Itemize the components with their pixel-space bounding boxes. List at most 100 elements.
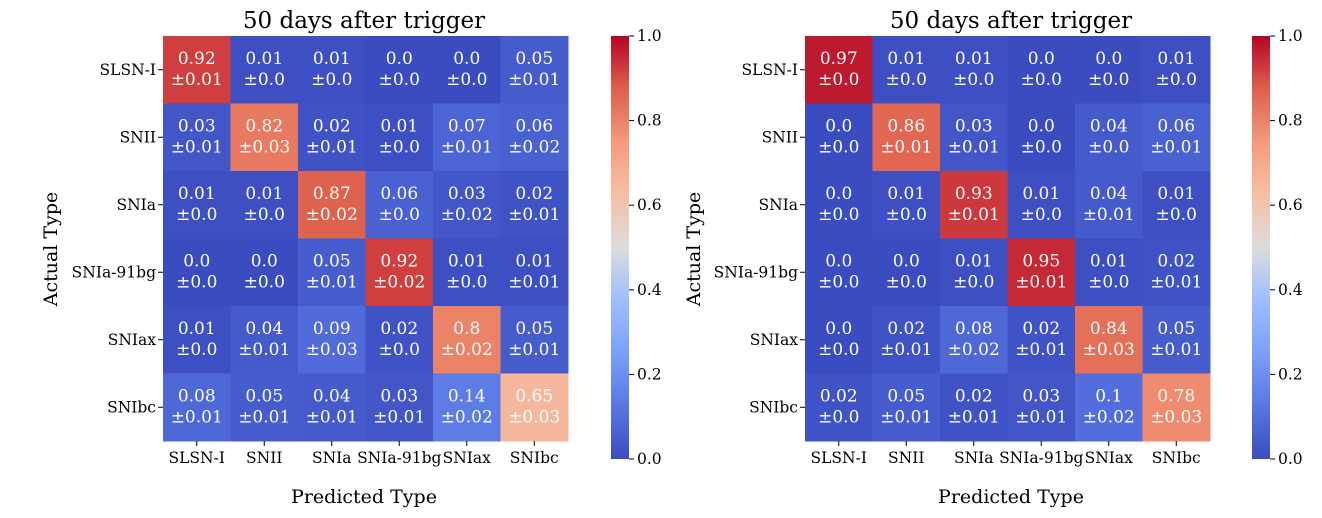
cell-value-label: 0.0 [1028, 116, 1055, 136]
cell-error-label: ±0.0 [818, 137, 859, 157]
cell-value-label: 0.01 [1090, 251, 1128, 271]
x-axis-label: Predicted Type [938, 486, 1084, 508]
heatmap-cell: 0.01±0.01 [500, 238, 569, 307]
cell-rect [433, 171, 501, 239]
cell-rect [805, 373, 873, 442]
heatmap-cell: 0.05±0.01 [298, 238, 366, 307]
heatmap-cell: 0.02±0.0 [805, 373, 873, 442]
heatmap-cell: 0.03±0.01 [940, 103, 1008, 172]
cell-error-label: ±0.0 [953, 272, 994, 292]
heatmap-cell: 0.0±0.0 [365, 36, 434, 104]
cell-error-label: ±0.01 [880, 340, 932, 360]
cell-error-label: ±0.02 [441, 340, 493, 360]
cell-error-label: ±0.03 [238, 137, 290, 157]
heatmap-cell: 0.03±0.01 [163, 103, 231, 172]
heatmap-cell: 0.01±0.0 [433, 238, 501, 307]
y-tick-labels: SLSN-I SNII SNIa SNIa-91bg SNIax SNIbc [714, 61, 805, 416]
y-tick-label: SNIbc [107, 398, 156, 416]
x-tick-label: SNIax [1085, 449, 1134, 467]
heatmap-cell: 0.01±0.0 [872, 171, 941, 239]
y-tick-label: SNIa-91bg [714, 263, 798, 281]
cell-rect [433, 373, 501, 442]
cell-value-label: 0.08 [178, 386, 216, 406]
cell-value-label: 0.0 [825, 184, 852, 204]
heatmap-cell: 0.01±0.0 [872, 36, 941, 104]
cell-error-label: ±0.03 [508, 407, 560, 427]
y-tick-label: SNIa-91bg [72, 263, 156, 281]
colorbar-tick-label: 0.2 [637, 365, 662, 383]
cell-error-label: ±0.03 [306, 340, 358, 360]
heatmap-cell: 0.0±0.0 [805, 103, 873, 172]
cell-value-label: 0.05 [1157, 319, 1195, 339]
cell-error-label: ±0.02 [306, 205, 358, 225]
heatmap-cell: 0.01±0.0 [1007, 171, 1076, 239]
colorbar-tick-label: 0.0 [637, 450, 662, 468]
cell-rect [872, 171, 941, 239]
heatmap-cell: 0.04±0.01 [298, 373, 366, 442]
cell-error-label: ±0.0 [446, 70, 487, 90]
cell-rect [940, 306, 1008, 374]
cell-rect [433, 238, 501, 307]
cell-value-label: 0.02 [313, 116, 351, 136]
heatmap-cell: 0.01±0.0 [940, 238, 1008, 307]
cell-value-label: 0.05 [515, 319, 553, 339]
heatmap-cell: 0.1±0.02 [1075, 373, 1143, 442]
cell-value-label: 0.84 [1090, 319, 1128, 339]
cell-value-label: 0.01 [955, 49, 993, 69]
x-tick-label: SLSN-I [169, 449, 225, 467]
x-tick-label: SNIa [954, 449, 994, 467]
cell-value-label: 0.01 [955, 251, 993, 271]
x-tick-labels: SLSN-I SNII SNIa SNIa-91bg SNIax SNIbc [169, 441, 559, 467]
cell-error-label: ±0.02 [441, 407, 493, 427]
cell-rect [1007, 103, 1076, 172]
cell-value-label: 0.01 [1157, 184, 1195, 204]
cell-rect [805, 171, 873, 239]
cell-rect [1075, 373, 1143, 442]
heatmap-cell: 0.0±0.0 [1007, 36, 1076, 104]
heatmap-cell: 0.01±0.0 [365, 103, 434, 172]
cell-rect [163, 103, 231, 172]
cell-error-label: ±0.0 [886, 272, 927, 292]
heatmap-cell: 0.07±0.01 [433, 103, 501, 172]
cell-value-label: 0.01 [887, 49, 925, 69]
cell-error-label: ±0.0 [818, 70, 859, 90]
heatmap-cell: 0.02±0.01 [500, 171, 569, 239]
cell-error-label: ±0.01 [948, 137, 1000, 157]
cell-value-label: 0.1 [1095, 386, 1122, 406]
cell-value-label: 0.01 [515, 251, 553, 271]
cell-error-label: ±0.0 [818, 340, 859, 360]
heatmap-cell: 0.84±0.03 [1075, 306, 1143, 374]
heatmap-cell: 0.92±0.01 [163, 36, 231, 104]
cell-value-label: 0.14 [448, 386, 486, 406]
cell-error-label: ±0.01 [508, 205, 560, 225]
cell-value-label: 0.04 [1090, 184, 1128, 204]
cell-rect [230, 373, 299, 442]
cell-rect [805, 36, 873, 104]
cell-rect [500, 373, 569, 442]
cell-error-label: ±0.02 [508, 137, 560, 157]
cell-value-label: 0.05 [887, 386, 925, 406]
cell-rect [1142, 306, 1211, 374]
y-axis-label: Actual Type [683, 192, 705, 308]
cell-rect [940, 373, 1008, 442]
cell-error-label: ±0.01 [1150, 137, 1202, 157]
cell-rect [163, 306, 231, 374]
cell-rect [500, 36, 569, 104]
cell-rect [1007, 373, 1076, 442]
x-tick-labels: SLSN-I SNII SNIa SNIa-91bg SNIax SNIbc [811, 441, 1201, 467]
cell-error-label: ±0.03 [1083, 340, 1135, 360]
cell-rect [1075, 171, 1143, 239]
y-tick-labels: SLSN-I SNII SNIa SNIa-91bg SNIax SNIbc [72, 61, 163, 416]
cell-error-label: ±0.01 [880, 137, 932, 157]
cell-rect [1075, 36, 1143, 104]
confusion-matrix-right: 50 days after trigger 0.97±0.00.01±0.00.… [683, 8, 1303, 508]
cell-rect [298, 238, 366, 307]
cell-value-label: 0.78 [1157, 386, 1195, 406]
cell-value-label: 0.04 [245, 319, 283, 339]
cell-error-label: ±0.0 [886, 205, 927, 225]
cell-rect [940, 171, 1008, 239]
cell-value-label: 0.01 [178, 184, 216, 204]
cell-rect [805, 103, 873, 172]
y-axis-label: Actual Type [40, 192, 62, 308]
cell-error-label: ±0.02 [441, 205, 493, 225]
